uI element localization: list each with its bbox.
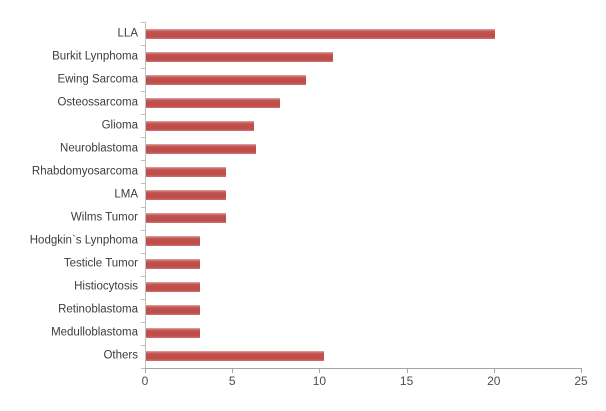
chart-row: Hodgkin`s Lynphoma bbox=[0, 230, 606, 253]
category-label: Osteossarcoma bbox=[57, 95, 138, 108]
chart-row: Neuroblastoma bbox=[0, 137, 606, 160]
chart-row: Ewing Sarcoma bbox=[0, 68, 606, 91]
bar bbox=[146, 213, 227, 224]
bar bbox=[146, 143, 256, 154]
x-axis-line bbox=[145, 368, 582, 369]
y-axis-tick bbox=[141, 91, 145, 93]
category-label: Burkit Lynphoma bbox=[52, 49, 138, 62]
category-label: Ewing Sarcoma bbox=[57, 72, 138, 85]
x-tick-label: 0 bbox=[141, 374, 149, 388]
y-axis-line bbox=[145, 22, 146, 368]
y-axis-tick bbox=[141, 160, 145, 162]
y-axis-tick bbox=[141, 137, 145, 139]
category-label: Medulloblastoma bbox=[51, 326, 138, 339]
chart-rows: LLA Burkit Lynphoma Ewing Sarcoma Osteossar… bbox=[0, 22, 606, 368]
category-label: LLA bbox=[117, 26, 138, 39]
bar bbox=[146, 189, 227, 200]
y-axis-tick bbox=[141, 22, 145, 23]
bar bbox=[146, 236, 201, 247]
bar bbox=[146, 97, 281, 108]
category-label: Neuroblastoma bbox=[60, 142, 138, 155]
x-tick-label: 15 bbox=[399, 374, 414, 388]
y-axis-tick bbox=[141, 114, 145, 116]
category-label: Rhabdomyosarcoma bbox=[31, 165, 138, 178]
chart-row: Wilms Tumor bbox=[0, 207, 606, 230]
x-tick-label: 25 bbox=[574, 374, 588, 388]
category-label: Testicle Tumor bbox=[63, 257, 138, 270]
chart-row: Retinoblastoma bbox=[0, 299, 606, 322]
bar bbox=[146, 74, 307, 85]
bar bbox=[146, 51, 333, 62]
bar bbox=[146, 305, 201, 316]
chart-row: Rhabdomyosarcoma bbox=[0, 160, 606, 183]
x-axis-tick bbox=[319, 369, 321, 373]
y-axis-tick bbox=[141, 344, 145, 346]
bar bbox=[146, 259, 201, 270]
y-axis-tick bbox=[141, 45, 145, 47]
bar bbox=[146, 328, 201, 339]
chart-row: Histiocytosis bbox=[0, 276, 606, 299]
category-label: Glioma bbox=[101, 119, 138, 132]
category-label: LMA bbox=[114, 188, 138, 201]
y-axis-tick bbox=[141, 252, 145, 254]
x-tick-label: 10 bbox=[312, 374, 327, 388]
bar bbox=[146, 282, 201, 293]
x-axis-tick bbox=[493, 369, 495, 373]
chart-row: LLA bbox=[0, 22, 606, 45]
chart-row: Others bbox=[0, 345, 606, 368]
y-axis-tick bbox=[141, 183, 145, 185]
y-axis-tick bbox=[141, 321, 145, 323]
category-label: Wilms Tumor bbox=[70, 211, 138, 224]
x-tick-label: 20 bbox=[487, 374, 501, 388]
category-label: Retinoblastoma bbox=[58, 303, 138, 316]
chart-row: Medulloblastoma bbox=[0, 322, 606, 345]
y-axis-tick bbox=[141, 275, 145, 277]
y-axis-tick bbox=[141, 68, 145, 70]
y-axis-tick bbox=[141, 298, 145, 300]
category-label: Histiocytosis bbox=[74, 280, 138, 293]
bar bbox=[146, 166, 227, 177]
bar bbox=[146, 28, 495, 39]
x-axis-tick bbox=[145, 369, 146, 373]
y-axis-tick bbox=[141, 368, 145, 369]
chart-row: Burkit Lynphoma bbox=[0, 45, 606, 68]
chart-row: LMA bbox=[0, 183, 606, 206]
chart-row: Glioma bbox=[0, 114, 606, 137]
bar bbox=[146, 351, 324, 362]
category-label: Others bbox=[103, 349, 138, 362]
x-axis-tick bbox=[232, 369, 234, 373]
chart-row: Osteossarcoma bbox=[0, 91, 606, 114]
x-axis-tick bbox=[581, 369, 582, 373]
x-tick-label: 5 bbox=[228, 374, 236, 388]
x-axis-tick bbox=[406, 369, 408, 373]
y-axis-tick bbox=[141, 229, 145, 231]
chart-row: Testicle Tumor bbox=[0, 253, 606, 276]
category-label: Hodgkin`s Lynphoma bbox=[29, 234, 138, 247]
bar bbox=[146, 120, 255, 131]
y-axis-tick bbox=[141, 206, 145, 208]
